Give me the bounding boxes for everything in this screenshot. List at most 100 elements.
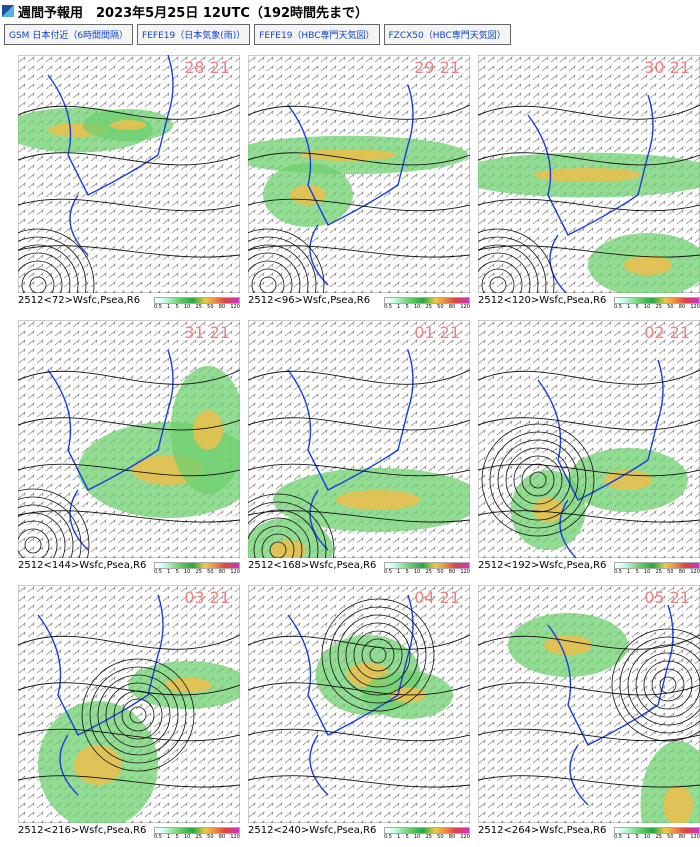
header: 週間予報用 2023年5月25日 12UTC（192時間先まで） xyxy=(2,2,368,20)
colorbar-label: 1 xyxy=(627,304,630,310)
colorbar-label: 25 xyxy=(656,569,662,575)
colorbar-label: 0.5 xyxy=(614,569,622,575)
colorbar-label: 1 xyxy=(167,569,170,575)
colorbar-label: 5 xyxy=(406,304,409,310)
colorbar-label: 10 xyxy=(184,834,190,840)
valid-date: 03 21 xyxy=(184,588,230,607)
colorbar-label: 25 xyxy=(196,304,202,310)
precip-heavy xyxy=(74,745,122,785)
valid-date: 04 21 xyxy=(414,588,460,607)
colorbar-label: 120 xyxy=(460,304,470,310)
precip-heavy xyxy=(110,120,146,130)
weather-map: 29 21 xyxy=(248,55,470,293)
colorbar-label: 50 xyxy=(667,304,673,310)
colorbar-label: 1 xyxy=(397,569,400,575)
colorbar-label: 50 xyxy=(437,569,443,575)
colorbar-label: 120 xyxy=(230,834,240,840)
colorbar-label: 50 xyxy=(437,834,443,840)
nav-button[interactable]: FZCX50（HBC専門天気図） xyxy=(384,24,511,45)
colorbar-label: 10 xyxy=(644,569,650,575)
precip-heavy xyxy=(300,149,396,161)
colorbar-label: 50 xyxy=(667,569,673,575)
caption: 2512<72>Wsfc,Psea,R6 xyxy=(18,295,140,306)
colorbar-label: 5 xyxy=(636,569,639,575)
colorbar-label: 10 xyxy=(414,834,420,840)
colorbar-label: 0.5 xyxy=(154,569,162,575)
colorbar-label: 80 xyxy=(449,569,455,575)
nav-button[interactable]: FEFE19（日本気象(雨)） xyxy=(137,24,250,45)
colorbar-label: 25 xyxy=(426,304,432,310)
colorbar-label: 1 xyxy=(627,569,630,575)
weather-map: 05 21 xyxy=(478,585,700,823)
colorbar-label: 50 xyxy=(667,834,673,840)
precip-heavy xyxy=(336,490,420,510)
colorbar-label: 0.5 xyxy=(154,304,162,310)
colorbar-label: 5 xyxy=(406,569,409,575)
colorbar-label: 5 xyxy=(176,569,179,575)
colorbar-label: 120 xyxy=(460,569,470,575)
colorbar-label: 5 xyxy=(406,834,409,840)
colorbar-ramp xyxy=(614,562,700,569)
colorbar-label: 50 xyxy=(437,304,443,310)
colorbar-ramp xyxy=(384,562,470,569)
colorbar-label: 10 xyxy=(414,569,420,575)
colorbar-ramp xyxy=(384,297,470,304)
colorbar-label: 50 xyxy=(207,569,213,575)
weather-map: 04 21 xyxy=(248,585,470,823)
colorbar-ramp xyxy=(384,827,470,834)
colorbar-label: 0.5 xyxy=(614,834,622,840)
colorbar-label: 5 xyxy=(176,304,179,310)
colorbar-label: 120 xyxy=(690,834,700,840)
colorbar-label: 50 xyxy=(207,834,213,840)
colorbar-label: 120 xyxy=(690,569,700,575)
colorbar-label: 25 xyxy=(426,569,432,575)
colorbar-label: 5 xyxy=(636,304,639,310)
colorbar-label: 50 xyxy=(207,304,213,310)
colorbar-label: 10 xyxy=(184,304,190,310)
colorbar-label: 120 xyxy=(230,304,240,310)
colorbar-ramp xyxy=(154,297,240,304)
colorbar-label: 0.5 xyxy=(384,304,392,310)
colorbar-label: 120 xyxy=(690,304,700,310)
precip-heavy xyxy=(290,185,326,205)
nav-button[interactable]: GSM 日本付近（6時間間隔） xyxy=(4,24,133,45)
caption: 2512<96>Wsfc,Psea,R6 xyxy=(248,295,370,306)
caption: 2512<192>Wsfc,Psea,R6 xyxy=(478,560,606,571)
weather-map: 02 21 xyxy=(478,320,700,558)
caption: 2512<216>Wsfc,Psea,R6 xyxy=(18,825,146,836)
caption: 2512<168>Wsfc,Psea,R6 xyxy=(248,560,376,571)
nav-button[interactable]: FEFE19（HBC専門天気図） xyxy=(254,24,379,45)
caption: 2512<264>Wsfc,Psea,R6 xyxy=(478,825,606,836)
title: 週間予報用 2023年5月25日 12UTC（192時間先まで） xyxy=(18,2,368,21)
colorbar-label: 0.5 xyxy=(384,834,392,840)
colorbar-label: 25 xyxy=(196,834,202,840)
colorbar-label: 10 xyxy=(414,304,420,310)
colorbar-label: 25 xyxy=(426,834,432,840)
caption: 2512<144>Wsfc,Psea,R6 xyxy=(18,560,146,571)
valid-date: 05 21 xyxy=(644,588,690,607)
weather-map: 03 21 xyxy=(18,585,240,823)
valid-date: 29 21 xyxy=(414,58,460,77)
colorbar-label: 80 xyxy=(449,834,455,840)
colorbar-label: 5 xyxy=(636,834,639,840)
